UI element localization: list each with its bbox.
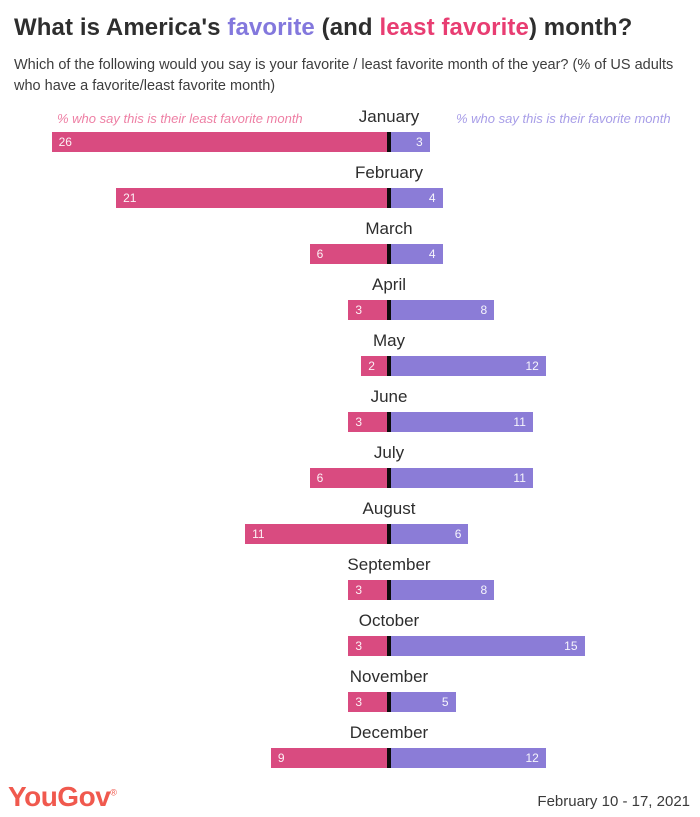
bar-least-favorite: 3 — [348, 412, 387, 432]
bar-value-favorite: 15 — [564, 639, 578, 653]
bar-value-least: 6 — [316, 471, 324, 485]
bar-value-favorite: 12 — [525, 751, 539, 765]
month-label: January — [358, 107, 420, 126]
bar-value-least: 3 — [355, 639, 362, 653]
bar-least-favorite: 3 — [348, 580, 387, 600]
title-mid: (and — [314, 14, 380, 41]
bar-value-least: 3 — [355, 583, 362, 597]
bar-value-favorite: 11 — [513, 471, 526, 485]
bar-value-least: 3 — [355, 303, 362, 317]
bar-favorite: 11 — [391, 412, 533, 432]
bar-favorite: 8 — [391, 580, 495, 600]
bar-favorite: 12 — [391, 748, 546, 768]
bar-least-favorite: 6 — [309, 244, 387, 264]
bar-value-least: 3 — [355, 695, 362, 709]
month-label: February — [354, 163, 424, 182]
month-label: August — [362, 499, 416, 518]
axis-divider — [387, 412, 391, 432]
subtitle: Which of the following would you say is … — [14, 57, 674, 94]
bar-value-favorite: 5 — [441, 695, 449, 709]
bar-favorite: 8 — [391, 300, 495, 320]
bar-least-favorite: 3 — [348, 636, 387, 656]
bar-value-least: 9 — [277, 751, 285, 765]
month-label: July — [373, 443, 405, 462]
month-label: June — [370, 387, 408, 406]
month-label: April — [371, 275, 406, 294]
bar-least-favorite: 21 — [116, 188, 387, 208]
date-range: February 10 - 17, 2021 — [537, 793, 690, 810]
registered-mark-icon: ® — [110, 787, 117, 798]
bar-favorite: 4 — [391, 188, 443, 208]
axis-divider — [387, 188, 391, 208]
axis-divider — [387, 244, 391, 264]
month-label: October — [358, 611, 420, 630]
legend-favorite: % who say this is their favorite month — [456, 111, 671, 126]
bar-value-favorite: 8 — [480, 583, 488, 597]
axis-divider — [387, 300, 391, 320]
legend-least-favorite: % who say this is their least favorite m… — [57, 111, 303, 126]
bar-value-least: 21 — [123, 191, 137, 205]
page-title: What is America's favorite (and least fa… — [14, 14, 686, 42]
axis-divider — [387, 692, 391, 712]
bar-favorite: 12 — [391, 356, 546, 376]
month-label: May — [372, 331, 406, 350]
bar-value-favorite: 8 — [480, 303, 488, 317]
bar-least-favorite: 3 — [348, 692, 387, 712]
title-least-word: least favorite — [379, 14, 529, 41]
bar-value-favorite: 12 — [525, 359, 539, 373]
bar-value-favorite: 4 — [428, 191, 436, 205]
axis-divider — [387, 636, 391, 656]
axis-divider — [387, 524, 391, 544]
bar-favorite: 3 — [391, 132, 430, 152]
bar-value-least: 11 — [252, 527, 265, 541]
bar-value-least: 6 — [316, 247, 324, 261]
axis-divider — [387, 132, 391, 152]
bar-least-favorite: 2 — [361, 356, 387, 376]
month-label: December — [349, 723, 429, 742]
bar-favorite: 15 — [391, 636, 585, 656]
bar-favorite: 6 — [391, 524, 469, 544]
bar-least-favorite: 3 — [348, 300, 387, 320]
yougov-logo-text: YouGov — [8, 781, 111, 812]
title-prefix: What is America's — [14, 14, 228, 41]
month-label: November — [349, 667, 429, 686]
yougov-logo: YouGov® — [8, 781, 117, 813]
bar-least-favorite: 26 — [51, 132, 387, 152]
bar-value-favorite: 4 — [428, 247, 436, 261]
bar-favorite: 5 — [391, 692, 456, 712]
title-suffix: ) month? — [528, 14, 633, 41]
bar-value-favorite: 11 — [513, 415, 526, 429]
axis-divider — [387, 356, 391, 376]
bar-value-favorite: 3 — [416, 135, 423, 149]
axis-divider — [387, 468, 391, 488]
title-favorite-word: favorite — [227, 14, 315, 41]
bar-least-favorite: 9 — [270, 748, 387, 768]
month-label: September — [347, 555, 431, 574]
bar-value-least: 2 — [368, 359, 375, 373]
bar-favorite: 11 — [391, 468, 533, 488]
axis-divider — [387, 748, 391, 768]
bar-value-least: 26 — [58, 135, 72, 149]
bar-least-favorite: 6 — [309, 468, 387, 488]
axis-divider — [387, 580, 391, 600]
bar-least-favorite: 11 — [245, 524, 387, 544]
bar-value-least: 3 — [355, 415, 362, 429]
month-label: March — [365, 219, 413, 238]
bar-favorite: 4 — [391, 244, 443, 264]
bar-value-favorite: 6 — [454, 527, 462, 541]
